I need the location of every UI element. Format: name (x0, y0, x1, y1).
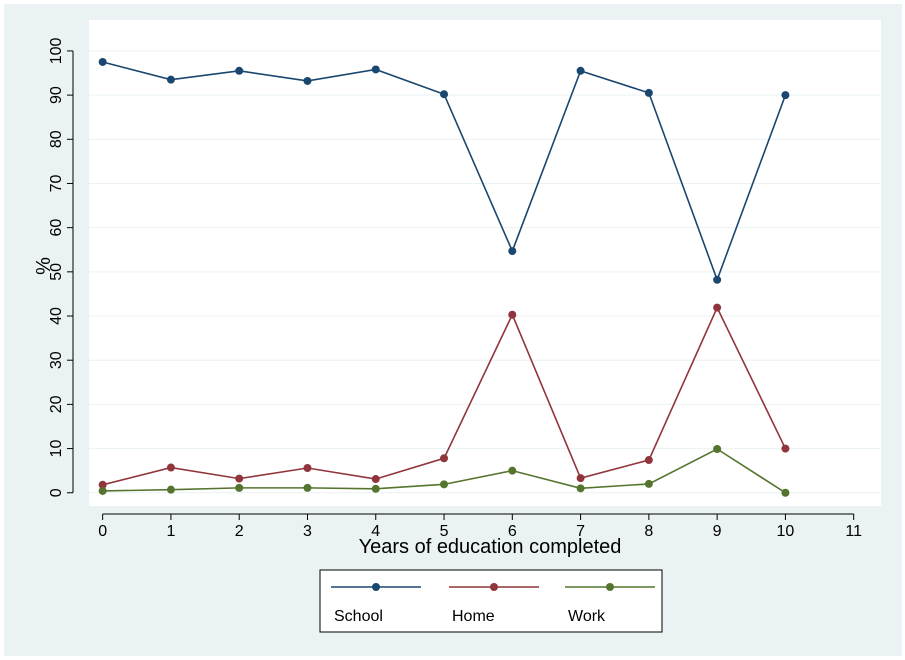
x-tick-label: 9 (713, 523, 722, 540)
legend-label: Home (452, 608, 495, 625)
legend-label: School (334, 608, 383, 625)
data-point-home (303, 464, 312, 473)
data-point-work (371, 484, 380, 493)
data-point-school (781, 91, 790, 100)
data-point-school (303, 76, 312, 85)
data-point-work (235, 483, 244, 492)
data-point-school (98, 57, 107, 66)
data-point-work (576, 484, 585, 493)
y-tick-label: 50 (48, 263, 65, 281)
x-tick-label: 2 (235, 523, 244, 540)
legend: School Home Work (319, 569, 663, 633)
data-point-school (166, 75, 175, 84)
legend-label: Work (568, 608, 606, 625)
x-tick-label: 6 (508, 523, 517, 540)
y-tick-label: 20 (48, 395, 65, 413)
data-point-home (235, 474, 244, 483)
data-point-work (508, 466, 517, 475)
data-point-home (98, 480, 107, 489)
x-tick-label: 4 (371, 523, 380, 540)
data-point-school (508, 247, 517, 256)
data-point-work (644, 479, 653, 488)
data-point-work (166, 485, 175, 494)
x-tick-label: 10 (777, 523, 795, 540)
x-tick-label: 8 (644, 523, 653, 540)
data-point-home (508, 310, 517, 319)
y-axis-title: % (33, 257, 55, 275)
y-tick-label: 70 (48, 174, 65, 192)
y-tick-label: 60 (48, 219, 65, 237)
line-chart: 0 10 20 30 40 50 60 70 80 90 100 0 1 2 3 4 5 6 7 8 9 10 11 Yea… (33, 20, 881, 633)
data-point-home (371, 475, 380, 484)
data-point-work (98, 486, 107, 495)
x-axis-title: Years of education completed (359, 536, 622, 558)
data-point-home (440, 454, 449, 463)
data-point-work (781, 488, 790, 497)
x-tick-label: 1 (166, 523, 175, 540)
y-tick-label: 30 (48, 351, 65, 369)
plot-area (89, 20, 881, 506)
legend-key-marker (606, 583, 614, 591)
y-tick-label: 80 (48, 130, 65, 148)
legend-key-marker (490, 583, 498, 591)
data-point-home (781, 444, 790, 453)
data-point-home (644, 456, 653, 465)
data-point-school (371, 65, 380, 74)
x-tick-label: 7 (576, 523, 585, 540)
data-point-school (644, 88, 653, 97)
chart-figure: 0 10 20 30 40 50 60 70 80 90 100 0 1 2 3 4 5 6 7 8 9 10 11 Yea… (4, 4, 902, 656)
data-point-school (440, 90, 449, 99)
x-tick-label: 5 (440, 523, 449, 540)
axes: 0 10 20 30 40 50 60 70 80 90 100 0 1 2 3 4 5 6 7 8 9 10 11 (48, 37, 862, 540)
data-point-school (713, 275, 722, 284)
data-point-work (440, 480, 449, 489)
data-point-home (576, 474, 585, 483)
y-tick-label: 40 (48, 307, 65, 325)
data-point-home (166, 463, 175, 472)
y-tick-label: 100 (48, 37, 65, 64)
x-tick-label: 0 (98, 523, 107, 540)
x-tick-label: 3 (303, 523, 312, 540)
data-point-school (576, 66, 585, 75)
grid-lines (89, 50, 881, 494)
legend-key-marker (372, 583, 380, 591)
y-tick-label: 90 (48, 86, 65, 104)
series-lines (98, 57, 790, 497)
y-tick-label: 10 (48, 440, 65, 458)
data-point-work (303, 483, 312, 492)
legend-box (319, 569, 663, 633)
data-point-home (713, 303, 722, 312)
y-tick-label: 0 (48, 488, 65, 497)
data-point-school (235, 66, 244, 75)
data-point-work (713, 445, 722, 454)
x-tick-label: 11 (845, 523, 862, 540)
